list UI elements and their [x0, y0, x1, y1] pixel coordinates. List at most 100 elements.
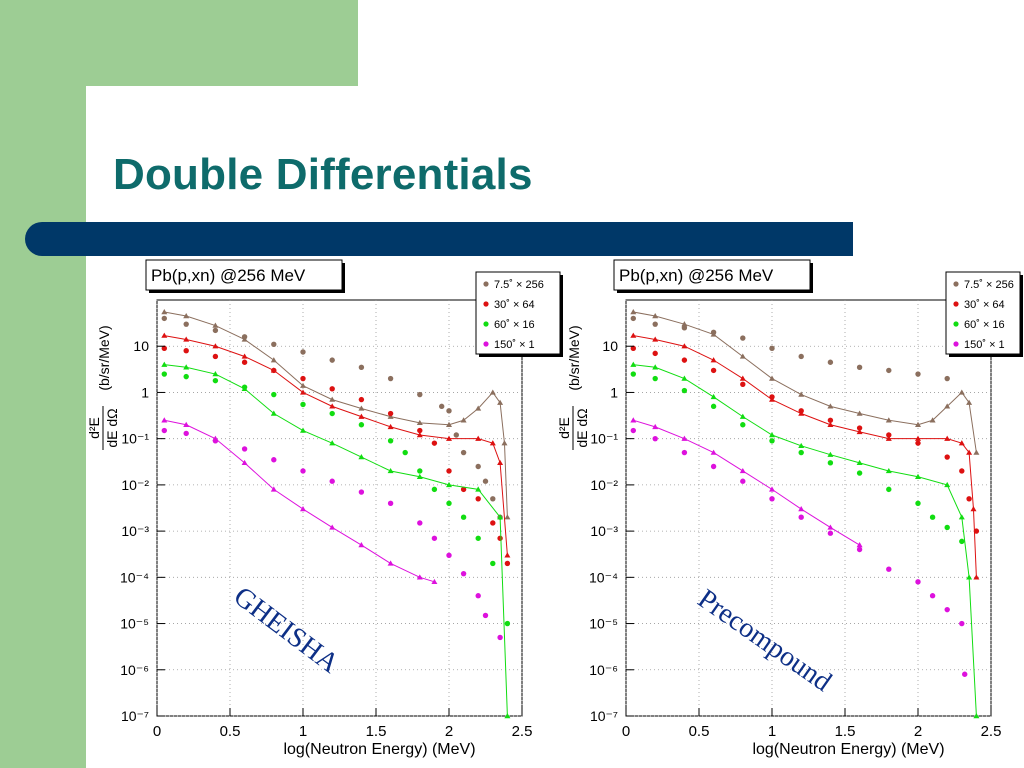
legend-marker: [953, 321, 959, 327]
calc-point: [970, 506, 977, 512]
data-point: [212, 438, 219, 444]
data-point: [944, 606, 950, 613]
legend-label: 150˚ × 1: [494, 339, 535, 351]
data-point: [915, 579, 921, 585]
calc-point: [416, 473, 423, 479]
calc-point: [769, 375, 775, 381]
legend-label: 60˚ × 16: [494, 319, 535, 331]
calc-point: [161, 361, 168, 367]
calc-point: [885, 435, 892, 441]
y-axis-label-numerator: d²E: [86, 417, 102, 439]
data-point: [475, 593, 481, 599]
calc-point: [270, 486, 277, 492]
series-4-calc: [161, 417, 438, 585]
data-point: [652, 375, 658, 382]
series-4-data: [161, 427, 503, 641]
calc-point: [161, 309, 168, 315]
data-point: [417, 520, 423, 526]
series-1-data: [161, 315, 503, 520]
data-point: [630, 427, 636, 434]
calc-point: [358, 405, 365, 411]
data-point: [460, 514, 467, 520]
data-point: [402, 449, 408, 456]
series-2-data: [161, 345, 511, 567]
y-tick-label: 10⁻¹: [121, 431, 149, 447]
series-2-data: [630, 345, 980, 534]
y-tick-label: 10⁻⁵: [120, 616, 149, 632]
calc-point: [416, 419, 423, 426]
data-point: [183, 373, 189, 380]
data-point: [490, 496, 496, 502]
y-tick-label: 10⁻²: [590, 477, 618, 493]
data-point: [241, 384, 248, 390]
legend-marker: [953, 281, 959, 287]
data-point: [630, 371, 636, 377]
data-point: [446, 408, 452, 414]
y-tick-label: 10⁻⁴: [589, 569, 618, 585]
y-tick-label: 10⁻³: [121, 523, 149, 539]
y-axis-label-numerator: d²E: [556, 417, 572, 439]
data-point: [681, 357, 688, 363]
calc-point: [475, 435, 482, 441]
data-point: [652, 321, 658, 327]
y-axis-label-units: (b/sr/MeV): [96, 325, 112, 390]
chart-title: Pb(p,xn) @256 MeV: [619, 266, 774, 285]
legend-marker: [483, 321, 489, 327]
calc-point: [183, 336, 190, 342]
data-point: [482, 612, 489, 619]
calc-point: [798, 506, 805, 512]
data-point: [446, 552, 452, 558]
data-point: [431, 486, 438, 493]
data-point: [161, 315, 167, 322]
calc-point: [681, 375, 688, 381]
series-3-calc: [630, 361, 980, 719]
calc-point: [944, 403, 951, 409]
legend-label: 60˚ × 16: [964, 319, 1005, 331]
calc-point: [885, 467, 892, 474]
calc-point: [183, 313, 190, 319]
calc-point: [329, 524, 336, 530]
calc-point: [300, 382, 306, 388]
data-point: [929, 514, 936, 520]
calc-point: [475, 486, 482, 492]
data-point: [973, 528, 980, 534]
calc-point: [241, 353, 248, 359]
x-tick-label: 0.5: [220, 723, 241, 740]
series-4-data: [630, 427, 968, 677]
calc-point: [504, 552, 511, 558]
calc-point: [387, 467, 394, 474]
y-axis-label-units: (b/sr/MeV): [566, 325, 582, 390]
plot-frame: [625, 299, 992, 717]
data-point: [740, 335, 746, 341]
data-point: [417, 468, 423, 474]
data-point: [475, 535, 481, 541]
data-point: [358, 364, 365, 370]
calc-point: [475, 405, 482, 411]
data-point: [497, 634, 503, 641]
data-point: [886, 367, 892, 374]
data-point: [769, 345, 775, 352]
y-tick-label: 10⁻⁶: [589, 662, 618, 678]
calc-point: [827, 524, 834, 530]
y-axis-label-denominator: dE dΩ: [104, 408, 120, 447]
data-point: [944, 375, 950, 382]
data-point: [161, 345, 167, 352]
data-point: [798, 353, 804, 360]
calc-point: [387, 560, 394, 566]
calc-point: [212, 371, 219, 377]
chart-title: Pb(p,xn) @256 MeV: [151, 266, 306, 285]
data-point: [431, 440, 438, 446]
calc-point: [300, 389, 306, 395]
series-3-data: [161, 371, 511, 627]
data-point: [212, 353, 219, 360]
title-box: [613, 259, 811, 291]
y-tick-label: 10⁻⁶: [120, 662, 149, 678]
series-1-calc: [161, 309, 511, 520]
data-point: [271, 391, 277, 398]
legend-box: [945, 271, 1021, 355]
series-1-data: [630, 315, 950, 382]
series-2-calc: [161, 332, 511, 558]
data-point: [769, 438, 775, 444]
